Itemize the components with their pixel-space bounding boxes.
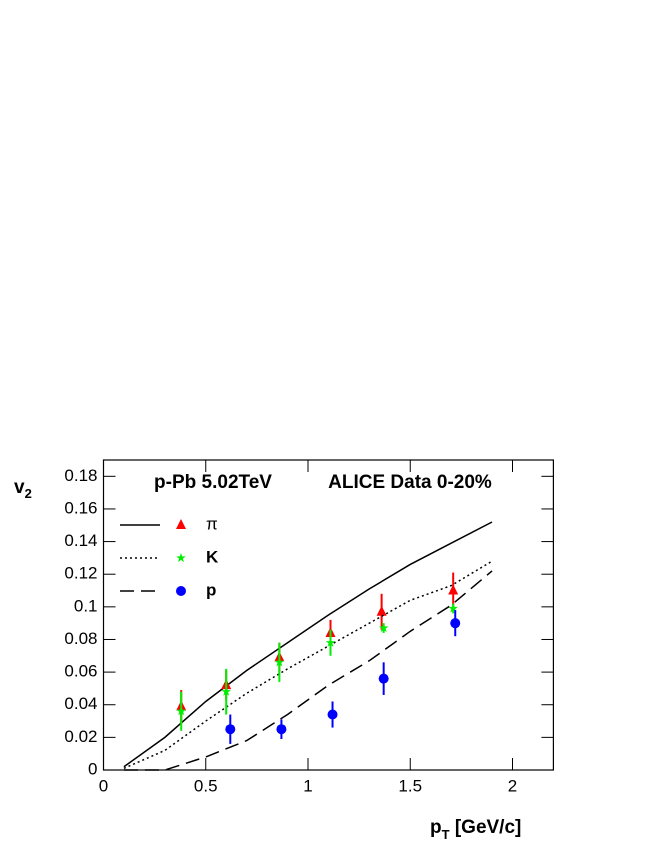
legend-marker [176, 586, 186, 596]
y-tick-label: 0.08 [64, 629, 97, 648]
x-label-unit: [GeV/c] [450, 817, 522, 838]
data-point [221, 686, 231, 696]
data-point [378, 623, 389, 633]
legend-label: p [206, 580, 216, 599]
y-tick-label: 0.12 [64, 564, 97, 583]
data-point [274, 657, 285, 667]
y-tick-label: 0.06 [64, 662, 97, 681]
data-point [225, 724, 236, 735]
data-point [450, 618, 461, 629]
data-point [378, 673, 389, 684]
y-axis-label: v2 [14, 477, 32, 501]
x-tick-label: 0.5 [194, 776, 218, 795]
plot-frame [102, 459, 554, 771]
legend-marker [176, 553, 186, 563]
y-tick-label: 0.1 [74, 596, 98, 615]
data-point [276, 724, 287, 735]
y-tick-label: 0.02 [64, 727, 97, 746]
data-point [327, 709, 338, 720]
y-label-sub: 2 [25, 486, 32, 501]
x-tick-label: 2 [508, 776, 517, 795]
legend-label: π [206, 514, 218, 533]
y-tick-label: 0.16 [64, 498, 97, 517]
x-label-main: p [430, 817, 442, 838]
x-tick-label: 1 [303, 776, 312, 795]
x-tick-label: 1.5 [398, 776, 422, 795]
data-point [448, 584, 459, 595]
x-tick-label: 0 [99, 776, 108, 795]
annotation: ALICE Data 0-20% [328, 472, 492, 493]
y-tick-label: 0 [88, 759, 97, 778]
annotation: p-Pb 5.02TeV [154, 472, 272, 493]
y-tick-label: 0.04 [64, 694, 97, 713]
model-line [123, 570, 493, 771]
data-point [376, 605, 387, 616]
y-tick-label: 0.14 [64, 531, 97, 550]
x-label-sub: T [442, 827, 450, 842]
model-line [123, 560, 493, 770]
legend-marker [176, 519, 186, 529]
data-point [176, 706, 186, 716]
legend-label: K [206, 547, 219, 566]
model-line [123, 521, 493, 768]
y-label-main: v [14, 477, 25, 498]
y-tick-label: 0.18 [64, 466, 97, 485]
data-point [448, 603, 458, 613]
data-point [325, 637, 336, 647]
x-axis-label: pT [GeV/c] [430, 817, 521, 842]
